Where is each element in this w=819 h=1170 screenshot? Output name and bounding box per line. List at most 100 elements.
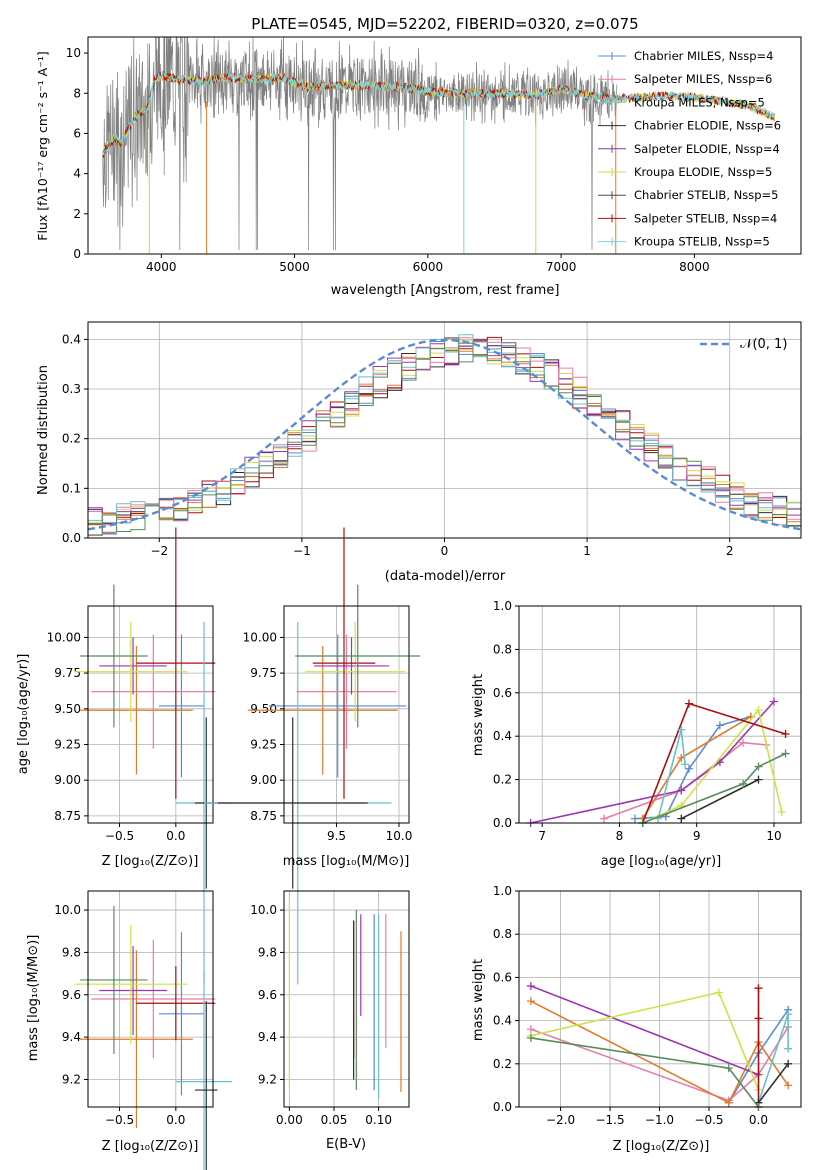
histogram-ylabel: Normed distribution [36, 365, 51, 495]
spectrum-data-line [102, 37, 618, 251]
histogram-xtick-label: 1 [583, 544, 591, 558]
mass-ebv-xtick-label: 0.05 [321, 1113, 348, 1127]
spectrum-legend-label: Salpeter MILES, Nssp=6 [634, 72, 772, 86]
weight-age-point [677, 814, 686, 823]
normal-curve [87, 338, 802, 531]
age-mass-ytick-label: 9.25 [250, 737, 277, 751]
normal-legend-label: 𝒩(0, 1) [740, 337, 787, 352]
mass-Z-ytick-label: 9.2 [62, 1072, 81, 1086]
weight-Z-xtick-label: −1.0 [645, 1113, 674, 1127]
age-Z-xtick-label: 0.0 [166, 829, 185, 843]
weight-age-point [739, 779, 748, 788]
weight-Z-frame [518, 890, 802, 1108]
mass-vs-EBV-panel: 0.00 0.05 0.10 9.2 9.4 9.6 9.8 10.0 [250, 890, 410, 1127]
weight-Z-series-line [757, 1013, 789, 1103]
spectrum-legend-label: Kroupa ELODIE, Nssp=5 [634, 165, 772, 179]
spectrum-legend-label: Salpeter STELIB, Nssp=4 [634, 211, 777, 225]
age-Z-ytick-label: 9.00 [54, 773, 81, 787]
age-vs-mass-panel: 9.5 10.0 8.75 9.00 9.25 9.50 9.75 10.00 [204, 527, 421, 985]
mass-ebv-xlabel: E(B-V) [326, 1137, 366, 1152]
weight-age-point [777, 808, 786, 817]
weight-Z-xtick-label: −1.5 [595, 1113, 624, 1127]
weight-Z-point [724, 1064, 733, 1073]
weight-Z-point [754, 1014, 763, 1023]
spectrum-xtick-label: 6000 [413, 260, 444, 274]
spectrum-legend-label: Chabrier ELODIE, Nssp=6 [634, 119, 781, 133]
weight-age-point [684, 699, 693, 708]
weight-vs-age-panel: 7 8 9 10 0.0 0.2 0.4 0.6 0.8 1.0 [493, 599, 802, 843]
spectrum-ytick-label: 0 [73, 247, 81, 261]
histogram-series [88, 334, 801, 535]
spectrum-ytick-label: 4 [73, 167, 81, 181]
spectrum-xtick-label: 5000 [279, 260, 310, 274]
weight-age-point [630, 814, 639, 823]
spectrum-xtick-label: 4000 [146, 260, 177, 274]
weight-age-point [684, 764, 693, 773]
spectrum-ytick-label: 2 [73, 207, 81, 221]
spectrum-model-line [102, 71, 775, 159]
weight-age-ytick-label: 0.8 [493, 642, 512, 656]
age-mass-xtick-label: 9.5 [327, 829, 346, 843]
weight-Z-series-line [530, 1037, 760, 1108]
age-mass-ytick-label: 8.75 [250, 809, 277, 823]
spectrum-legend-label: Salpeter ELODIE, Nssp=4 [634, 142, 780, 156]
mass-Z-ylabel: mass [log₁₀(M/M⊙)] [26, 935, 41, 1062]
mass-vs-Z-panel: −0.5 0.0 9.2 9.4 9.6 9.8 10.0 [54, 890, 233, 1170]
weight-age-point [754, 706, 763, 715]
weight-age-ytick-label: 0.0 [493, 816, 512, 830]
weight-age-frame [518, 605, 802, 824]
histogram-frame [87, 321, 802, 539]
weight-age-point [754, 762, 763, 771]
mass-ebv-ytick-label: 9.6 [258, 988, 277, 1002]
spectrum-legend-label: Kroupa STELIB, Nssp=5 [634, 235, 770, 249]
weight-age-xtick-label: 10 [766, 829, 781, 843]
spectrum-ylabel: Flux [fλ10⁻¹⁷ erg cm⁻² s⁻¹ A⁻¹] [35, 51, 50, 240]
mass-Z-xtick-label: −0.5 [105, 1113, 134, 1127]
histogram-xtick-label: −2 [150, 544, 168, 558]
weight-Z-point [724, 1098, 733, 1107]
age-Z-ytick-label: 10.00 [47, 630, 81, 644]
age-Z-frame [87, 605, 214, 824]
weight-Z-ytick-label: 0.6 [493, 970, 512, 984]
weight-age-point [754, 775, 763, 784]
mass-ebv-xtick-label: 0.10 [365, 1113, 392, 1127]
spectrum-xtick-label: 7000 [546, 260, 577, 274]
weight-Z-point [784, 1081, 793, 1090]
weight-Z-ytick-label: 0.0 [493, 1100, 512, 1114]
spectrum-panel: 4000 5000 6000 7000 8000 0 2 4 6 8 10 Chabrier MILE… [66, 36, 802, 274]
weight-vs-Z-panel: −2.0 −1.5 −1.0 −0.5 0.0 0.0 0.2 0.4 0.6 0.8 1.0 [493, 884, 802, 1127]
weight-Z-ytick-label: 0.8 [493, 927, 512, 941]
mass-Z-xlabel: Z [log₁₀(Z/Z⊙)] [102, 1139, 199, 1154]
histogram-ytick-label: 0.2 [62, 432, 81, 446]
spectrum-ytick-label: 6 [73, 126, 81, 140]
weight-age-point [681, 760, 690, 769]
age-mass-xtick-label: 10.0 [386, 829, 413, 843]
weight-Z-ytick-label: 1.0 [493, 884, 512, 898]
weight-age-point [715, 721, 724, 730]
weight-Z-point [784, 1044, 793, 1053]
weight-age-point [769, 697, 778, 706]
weight-Z-point [526, 982, 535, 991]
weight-Z-xlabel: Z [log₁₀(Z/Z⊙)] [613, 1139, 710, 1154]
weight-Z-point [784, 1059, 793, 1068]
weight-age-point [599, 814, 608, 823]
weight-age-point [781, 749, 790, 758]
histogram-ytick-label: 0.1 [62, 481, 81, 495]
weight-age-ylabel: mass weight [471, 674, 486, 756]
age-vs-Z-panel: −0.5 0.0 8.75 9.00 9.25 9.50 9.75 10.00 [47, 527, 233, 985]
weight-Z-point [714, 988, 723, 997]
histogram-xtick-label: 0 [441, 544, 449, 558]
age-mass-xlabel: mass [log₁₀(M/M⊙)] [283, 854, 410, 869]
histogram-ytick-label: 0.0 [62, 531, 81, 545]
weight-Z-point [754, 984, 763, 993]
weight-Z-ytick-label: 0.4 [493, 1014, 512, 1028]
age-Z-ytick-label: 9.75 [54, 666, 81, 680]
figure-title: PLATE=0545, MJD=52202, FIBERID=0320, z=0… [251, 15, 638, 33]
weight-Z-xtick-label: −2.0 [546, 1113, 575, 1127]
weight-Z-xtick-label: −0.5 [694, 1113, 723, 1127]
weight-age-xtick-label: 9 [693, 829, 701, 843]
weight-age-xtick-label: 7 [538, 829, 546, 843]
weight-Z-xtick-label: 0.0 [749, 1113, 768, 1127]
mass-Z-ytick-label: 10.0 [54, 903, 81, 917]
